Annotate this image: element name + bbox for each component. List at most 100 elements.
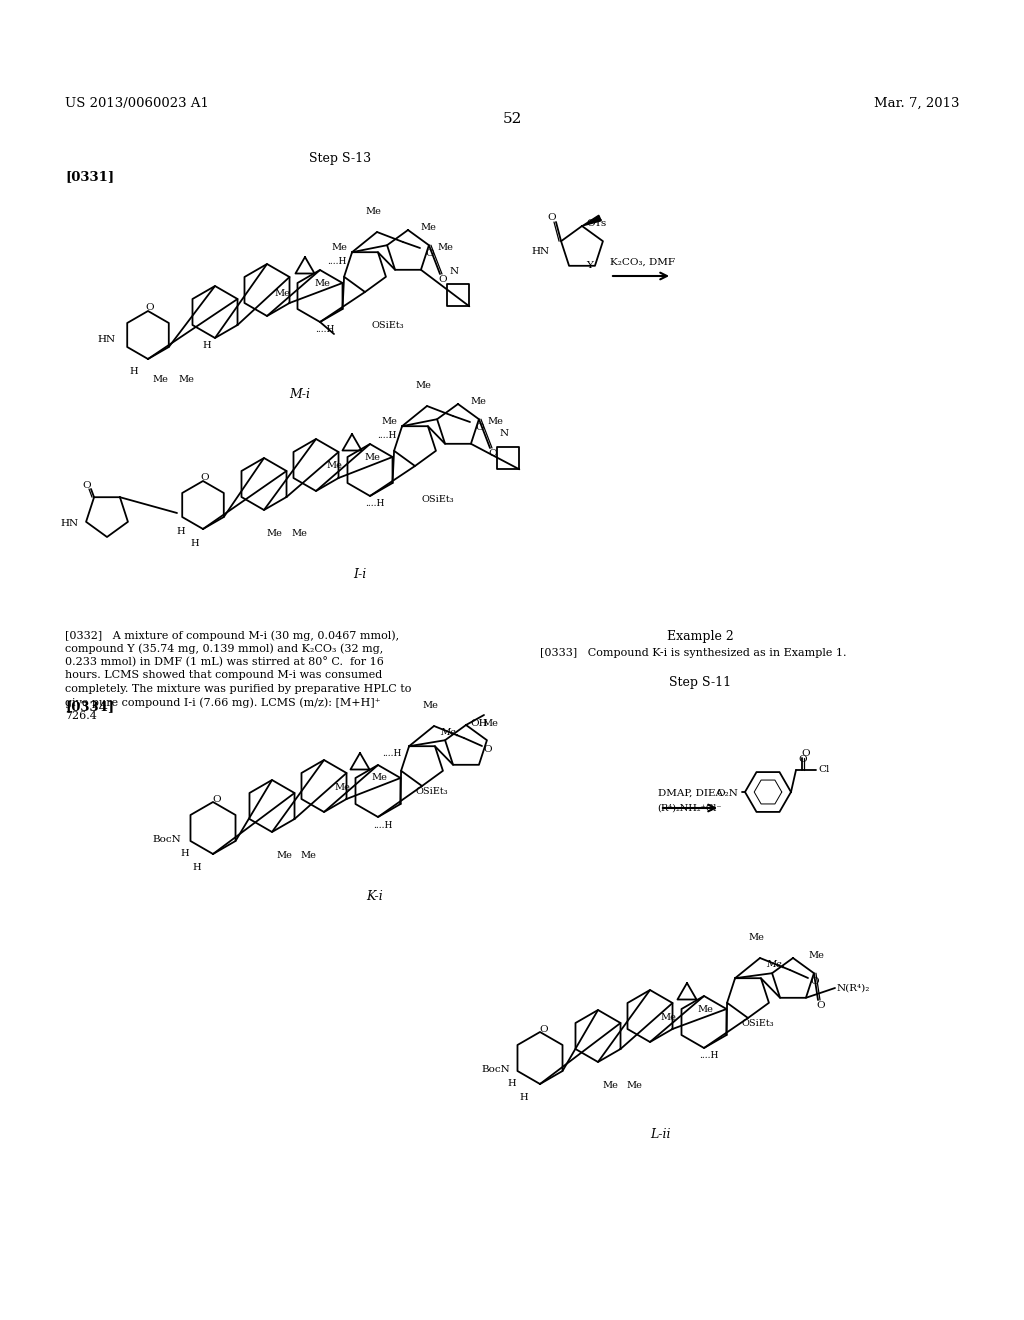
Text: H: H: [177, 527, 185, 536]
Text: Me: Me: [626, 1081, 642, 1090]
Text: Step S-13: Step S-13: [309, 152, 371, 165]
Text: [0332]   A mixture of compound M-i (30 mg, 0.0467 mmol),: [0332] A mixture of compound M-i (30 mg,…: [65, 630, 399, 640]
Text: O₂N: O₂N: [716, 789, 738, 799]
Text: Me: Me: [274, 289, 290, 297]
Text: ....H: ....H: [328, 257, 347, 267]
Text: Me: Me: [371, 774, 387, 783]
Text: BocN: BocN: [481, 1065, 510, 1074]
Text: 726.4: 726.4: [65, 711, 97, 721]
Text: I-i: I-i: [353, 568, 367, 581]
Text: Me: Me: [470, 397, 485, 407]
Text: completely. The mixture was purified by preparative HPLC to: completely. The mixture was purified by …: [65, 684, 412, 694]
Text: OSiEt₃: OSiEt₃: [372, 322, 404, 330]
Text: Me: Me: [660, 1014, 676, 1023]
Text: ....H: ....H: [315, 325, 335, 334]
Text: Me: Me: [422, 701, 438, 710]
Text: Me: Me: [366, 207, 381, 216]
Text: O: O: [476, 424, 484, 433]
Text: Me: Me: [487, 417, 503, 426]
Text: Me: Me: [291, 529, 307, 539]
Text: Me: Me: [602, 1081, 617, 1090]
Text: [0334]: [0334]: [65, 700, 114, 713]
Text: OSiEt₃: OSiEt₃: [416, 788, 449, 796]
Text: O: O: [426, 249, 434, 259]
Text: ....H: ....H: [383, 750, 402, 759]
Text: HN: HN: [531, 248, 550, 256]
Text: Me: Me: [314, 280, 330, 289]
Text: K-i: K-i: [367, 890, 383, 903]
Text: Me: Me: [331, 243, 347, 252]
Text: O: O: [483, 744, 493, 754]
Text: O: O: [802, 750, 810, 759]
Text: O: O: [548, 214, 556, 223]
Text: (R⁴)₂NH₂⁺Cl⁻: (R⁴)₂NH₂⁺Cl⁻: [657, 804, 722, 813]
Text: O: O: [438, 276, 447, 285]
Text: O: O: [817, 1002, 825, 1011]
Text: [0333]   Compound K-i is synthesized as in Example 1.: [0333] Compound K-i is synthesized as in…: [540, 648, 847, 657]
Text: BocN: BocN: [153, 836, 181, 845]
Text: Me: Me: [749, 933, 764, 942]
Text: H: H: [130, 367, 138, 375]
Text: [0331]: [0331]: [65, 170, 114, 183]
Text: Me: Me: [152, 375, 168, 384]
Text: O: O: [213, 796, 221, 804]
Text: Y: Y: [587, 261, 594, 271]
Text: Me: Me: [482, 719, 498, 729]
Text: Me: Me: [326, 462, 342, 470]
Text: Me: Me: [276, 851, 292, 861]
Text: H: H: [190, 539, 200, 548]
Text: Me: Me: [808, 952, 824, 961]
Text: Me,: Me,: [440, 727, 459, 737]
Text: H: H: [520, 1093, 528, 1102]
Text: OTs: OTs: [586, 219, 606, 228]
Text: Me: Me: [300, 851, 316, 861]
Text: OSiEt₃: OSiEt₃: [742, 1019, 774, 1028]
Text: Me: Me: [334, 783, 350, 792]
Text: Me,: Me,: [766, 960, 784, 969]
Text: N(R⁴)₂: N(R⁴)₂: [837, 983, 870, 993]
Text: US 2013/0060023 A1: US 2013/0060023 A1: [65, 96, 209, 110]
Text: hours. LCMS showed that compound M-i was consumed: hours. LCMS showed that compound M-i was…: [65, 671, 382, 681]
Text: Step S-11: Step S-11: [669, 676, 731, 689]
Text: O: O: [83, 480, 91, 490]
Text: O: O: [799, 755, 807, 764]
Text: Me: Me: [437, 243, 453, 252]
Text: L-ii: L-ii: [650, 1129, 671, 1140]
Text: DMAP, DIEA: DMAP, DIEA: [657, 788, 723, 797]
Text: O: O: [488, 450, 498, 458]
Text: Me: Me: [381, 417, 397, 426]
Text: Cl: Cl: [818, 766, 829, 775]
Text: N: N: [500, 429, 509, 438]
Text: ....H: ....H: [699, 1052, 719, 1060]
Text: H: H: [180, 850, 189, 858]
Text: 52: 52: [503, 112, 521, 125]
Text: H: H: [508, 1080, 516, 1089]
Text: Me: Me: [178, 375, 194, 384]
Text: O: O: [811, 978, 819, 986]
Text: Me: Me: [420, 223, 436, 232]
Text: O: O: [540, 1026, 548, 1035]
Text: give pure compound I-i (7.66 mg). LCMS (m/z): [M+H]⁺: give pure compound I-i (7.66 mg). LCMS (…: [65, 697, 381, 708]
Text: N: N: [450, 267, 459, 276]
Text: Example 2: Example 2: [667, 630, 733, 643]
Polygon shape: [582, 215, 601, 226]
Text: compound Y (35.74 mg, 0.139 mmol) and K₂CO₃ (32 mg,: compound Y (35.74 mg, 0.139 mmol) and K₂…: [65, 644, 383, 655]
Text: Mar. 7, 2013: Mar. 7, 2013: [874, 96, 961, 110]
Text: 0.233 mmol) in DMF (1 mL) was stirred at 80° C.  for 16: 0.233 mmol) in DMF (1 mL) was stirred at…: [65, 657, 384, 668]
Text: ....H: ....H: [378, 432, 397, 441]
Text: OH: OH: [470, 718, 487, 727]
Text: M-i: M-i: [290, 388, 310, 401]
Text: H: H: [203, 342, 211, 351]
Text: OSiEt₃: OSiEt₃: [422, 495, 455, 504]
Text: HN: HN: [98, 334, 116, 343]
Text: Me: Me: [266, 529, 282, 539]
Text: Me: Me: [365, 454, 380, 462]
Text: HN: HN: [60, 519, 79, 528]
Text: ....H: ....H: [373, 821, 392, 829]
Text: ....H: ....H: [365, 499, 384, 508]
Text: Me: Me: [415, 381, 431, 391]
Text: K₂CO₃, DMF: K₂CO₃, DMF: [609, 257, 675, 267]
Text: H: H: [193, 863, 202, 873]
Text: Me: Me: [697, 1006, 713, 1015]
Text: O: O: [145, 304, 155, 313]
